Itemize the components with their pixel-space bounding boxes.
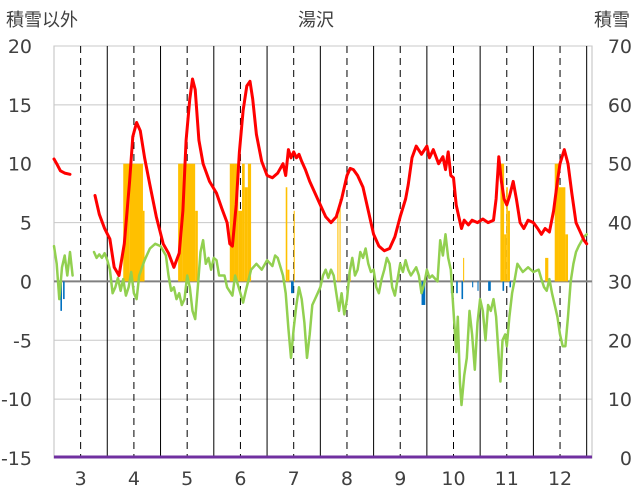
orange-bar [558,187,566,282]
orange-bar [234,163,239,282]
chart-title: 湯沢 [298,10,334,31]
blue-bar [421,281,426,305]
orange-bar [195,210,198,282]
orange-bar [337,210,339,282]
y-right-tick-label: 50 [608,154,632,176]
blue-bar [60,281,62,311]
x-tick-label: 7 [288,468,300,490]
y-right-tick-label: 10 [608,389,632,411]
orange-bar [229,163,235,282]
blue-bar [291,281,294,294]
left-axis-title: 積雪以外 [6,10,78,31]
x-tick-label: 11 [495,468,519,490]
blue-bar [488,281,491,291]
y-left-tick-label: -10 [1,389,32,411]
y-left-tick-label: -5 [13,330,32,352]
x-tick-label: 3 [75,468,87,490]
y-right-tick-label: 30 [608,271,632,293]
x-tick-label: 6 [234,468,246,490]
y-right-tick-label: 40 [608,213,632,235]
orange-bar [339,199,341,282]
orange-bar [238,210,243,282]
x-tick-label: 4 [128,468,140,490]
orange-bar [247,163,252,282]
orange-bar [242,163,245,282]
x-tick-label: 12 [548,468,572,490]
y-right-tick-label: 20 [608,330,632,352]
blue-bar [456,281,458,294]
orange-bar [182,163,196,282]
orange-bar [293,210,295,282]
y-left-tick-label: 20 [8,36,32,58]
y-left-tick-label: 15 [8,95,32,117]
y-left-tick-label: -15 [1,448,32,470]
orange-bar [506,187,508,282]
x-tick-label: 8 [341,468,353,490]
y-right-tick-label: 70 [608,36,632,58]
x-tick-label: 10 [441,468,465,490]
orange-bar [142,210,145,282]
orange-bar [500,163,505,282]
orange-bar [287,269,290,282]
right-axis-title: 積雪 [594,10,630,31]
orange-bar [285,187,288,282]
x-tick-label: 9 [394,468,406,490]
orange-bar [545,257,549,282]
orange-bar [463,257,465,282]
x-tick-label: 5 [181,468,193,490]
y-left-tick-label: 10 [8,154,32,176]
orange-bar [244,187,248,282]
y-right-tick-label: 0 [620,448,632,470]
y-right-tick-label: 60 [608,95,632,117]
orange-bar [507,210,510,282]
blue-bar [461,281,464,300]
blue-bar [472,281,474,288]
lines [52,77,592,459]
temperature-line [52,77,589,277]
blue-bar [509,281,512,288]
orange-bar [565,234,569,282]
orange-bar [129,163,143,282]
blue-bar [63,281,65,300]
y-left-tick-label: 5 [20,213,32,235]
green_series-line [52,233,588,407]
y-left-tick-label: 0 [20,271,32,293]
blue-bar [502,281,505,291]
orange-bar [554,163,559,282]
orange-bar [504,234,507,282]
blue-bar [477,281,479,291]
